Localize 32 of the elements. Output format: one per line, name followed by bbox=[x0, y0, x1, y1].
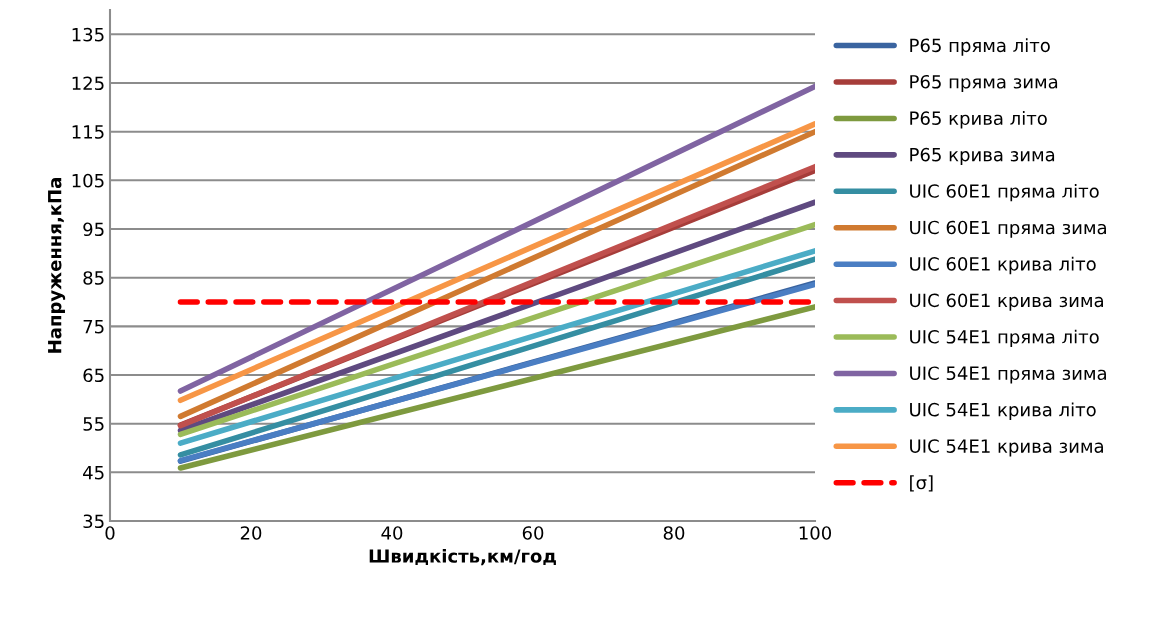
y-tick-label: 85 bbox=[83, 271, 104, 285]
y-tick-label: 35 bbox=[83, 514, 104, 529]
legend-label: UIC 54E1 крива літо bbox=[910, 402, 1096, 420]
legend-label: UIC 60E1 крива зима bbox=[910, 293, 1103, 311]
y-tick-label: 65 bbox=[83, 368, 104, 383]
legend-label: Р65 пряма літо bbox=[910, 38, 1050, 56]
y-axis-title: Напруження,кПа bbox=[48, 178, 66, 353]
legend-label: UIC 54E1 пряма зима bbox=[910, 366, 1106, 384]
x-tick-label: 40 bbox=[381, 526, 403, 540]
y-tick-label: 125 bbox=[72, 76, 104, 91]
legend-label: Р65 крива літо bbox=[910, 111, 1047, 129]
legend-label: [σ] bbox=[910, 475, 933, 492]
x-tick-label: 20 bbox=[240, 526, 262, 540]
legend-label: Р65 крива зима bbox=[910, 147, 1055, 165]
legend-label: Р65 пряма зима bbox=[910, 74, 1058, 93]
legend-label: UIC 60E1 пряма зима bbox=[910, 220, 1106, 238]
y-tick-label: 115 bbox=[72, 125, 104, 139]
legend-label: UIC 54E1 крива зима bbox=[910, 439, 1103, 457]
legend-label: UIC 60E1 пряма літо bbox=[910, 183, 1099, 202]
y-tick-label: 75 bbox=[83, 320, 104, 334]
x-tick-label: 100 bbox=[799, 526, 832, 540]
legend-label: UIC 54E1 пряма літо bbox=[910, 329, 1099, 348]
x-tick-label: 80 bbox=[663, 526, 685, 540]
x-tick-label: 0 bbox=[105, 526, 115, 540]
y-tick-label: 95 bbox=[83, 222, 104, 237]
x-tick-label: 60 bbox=[522, 526, 544, 540]
y-tick-label: 135 bbox=[72, 27, 104, 42]
legend-label: UIC 60E1 крива літо bbox=[910, 256, 1096, 275]
y-tick-label: 45 bbox=[83, 466, 104, 480]
y-tick-label: 55 bbox=[83, 417, 104, 431]
x-axis-title: Швидкість,км/год bbox=[369, 548, 556, 566]
y-tick-label: 105 bbox=[72, 173, 104, 188]
